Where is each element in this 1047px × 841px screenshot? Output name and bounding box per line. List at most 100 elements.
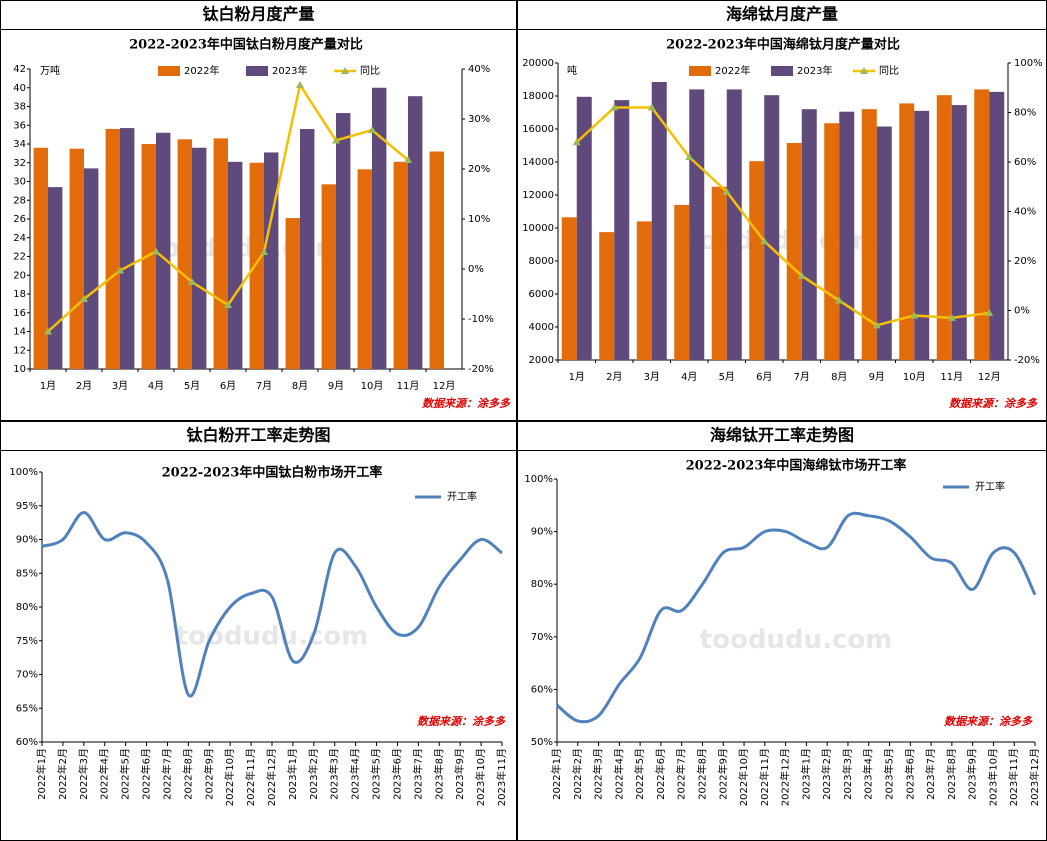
x-tick-label: 2022年9月: [202, 748, 215, 800]
x-tick-label: 2022年11月: [758, 748, 771, 806]
y-tick-label: 14000: [522, 157, 554, 168]
y-tick-label: 20000: [522, 58, 554, 69]
y-tick-label: 85%: [16, 568, 38, 579]
y-tick-label: 100%: [9, 467, 38, 478]
x-tick-label: 5月: [719, 371, 735, 383]
y-tick-label: 80%: [531, 579, 553, 590]
x-tick-label: 2023年8月: [432, 748, 445, 800]
bar: [561, 217, 577, 360]
y-tick-label: 60%: [531, 684, 553, 695]
bar: [156, 132, 171, 369]
x-tick-label: 7月: [794, 371, 810, 383]
bar: [876, 126, 892, 361]
panel: 海绵钛月度产量toodudu.com2022-2023年中国海绵钛月度产量对比数…: [517, 0, 1047, 421]
bar: [726, 89, 742, 361]
legend-swatch: [771, 66, 793, 76]
bar: [372, 87, 387, 369]
x-tick-label: 2022年4月: [612, 748, 625, 800]
y-tick-label: 34: [13, 139, 26, 150]
yoy-marker: [985, 308, 994, 316]
x-tick-label: 2022年8月: [695, 748, 708, 800]
yoy-marker: [80, 295, 88, 302]
x-tick-label: 10月: [361, 380, 384, 392]
bar: [213, 138, 228, 369]
yoy-marker: [44, 327, 52, 335]
x-tick-label: 2023年9月: [966, 748, 979, 800]
y-unit: 吨: [567, 64, 577, 77]
y-tick-label: 18: [13, 289, 26, 300]
bar: [429, 151, 444, 369]
y2-tick-label: 80%: [1014, 108, 1036, 119]
legend-label: 2022年: [184, 64, 219, 77]
x-tick-label: 2022年5月: [119, 748, 132, 800]
x-tick-label: 2023年5月: [370, 748, 383, 800]
panel-title: 钛白粉开工率走势图: [186, 426, 330, 445]
bar: [674, 204, 690, 360]
bar: [749, 161, 765, 360]
bar: [861, 109, 877, 360]
yoy-line: [575, 106, 990, 327]
yoy-marker: [572, 138, 581, 146]
x-tick-label: 2023年11月: [495, 748, 508, 806]
x-tick-label: 2022年2月: [56, 748, 69, 800]
legend-swatch: [689, 66, 711, 76]
x-tick-label: 2022年6月: [654, 748, 667, 800]
yoy-marker: [188, 278, 196, 285]
yoy-marker: [910, 311, 919, 319]
x-tick-label: 2022年5月: [633, 748, 646, 800]
bar: [264, 152, 279, 369]
bar: [711, 186, 727, 360]
bar: [408, 96, 423, 369]
bar: [192, 147, 207, 369]
rate-line: [556, 511, 1037, 724]
chart-title: 2022-2023年中国海绵钛月度产量对比: [666, 37, 900, 53]
x-tick-label: 5月: [184, 380, 200, 392]
legend-label: 开工率: [975, 480, 1005, 493]
bar: [84, 168, 99, 369]
yoy-marker: [947, 313, 956, 321]
chart-title: 2022-2023年中国海绵钛市场开工率: [686, 458, 907, 474]
x-tick-label: 2022年1月: [550, 748, 563, 800]
x-tick-label: 11月: [940, 371, 963, 383]
legend-label: 开工率: [447, 490, 477, 503]
bar: [228, 161, 243, 369]
y2-tick-label: 20%: [468, 164, 490, 175]
y-tick-label: 75%: [16, 636, 38, 647]
x-tick-label: 2022年7月: [160, 748, 173, 800]
x-tick-label: 2023年7月: [411, 748, 424, 800]
panel: 钛白粉月度产量toodudu.com2022-2023年中国钛白粉月度产量对比数…: [0, 0, 517, 421]
bar: [69, 148, 84, 369]
y2-tick-label: 60%: [1014, 157, 1036, 168]
legend-swatch: [246, 66, 268, 76]
legend-label: 同比: [360, 65, 380, 77]
x-tick-label: 2023年12月: [1028, 748, 1041, 806]
y-tick-label: 10000: [522, 223, 554, 234]
yoy-marker: [260, 248, 268, 255]
bar: [899, 103, 915, 361]
x-tick-label: 2023年10月: [474, 748, 487, 806]
y-tick-label: 4000: [529, 322, 554, 333]
x-tick-label: 2023年1月: [286, 748, 299, 800]
x-tick-label: 2022年2月: [571, 748, 584, 800]
x-tick-label: 2023年10月: [986, 748, 999, 806]
chart-title: 2022-2023年中国钛白粉月度产量对比: [129, 37, 363, 53]
x-tick-label: 9月: [869, 371, 885, 383]
x-tick-label: 2023年3月: [328, 748, 341, 800]
yoy-marker: [722, 187, 731, 195]
y-tick-label: 2000: [529, 355, 554, 366]
y-tick-label: 50%: [531, 737, 553, 748]
x-tick-label: 2022年4月: [98, 748, 111, 800]
x-tick-label: 8月: [292, 380, 308, 392]
x-tick-label: 1月: [40, 380, 56, 392]
bar: [33, 147, 48, 369]
x-tick-label: 6月: [756, 371, 772, 383]
x-tick-label: 2023年5月: [883, 748, 896, 800]
x-tick-label: 2月: [606, 371, 622, 383]
watermark: toodudu.com: [176, 622, 369, 652]
x-tick-label: 2022年12月: [265, 748, 278, 806]
y-tick-label: 14: [13, 327, 26, 338]
bar: [393, 161, 408, 369]
bar: [914, 110, 930, 360]
x-tick-label: 4月: [681, 371, 697, 383]
x-tick-label: 2022年12月: [779, 748, 792, 806]
